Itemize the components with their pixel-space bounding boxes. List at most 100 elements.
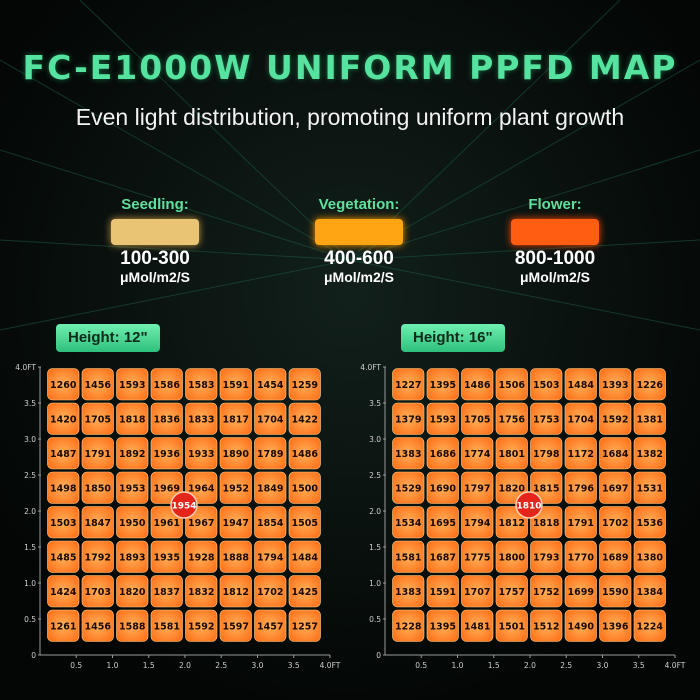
heatmap-cell xyxy=(150,609,183,642)
heatmap-cell xyxy=(530,609,563,642)
y-tick-label: 2.5 xyxy=(24,471,36,480)
heatmap-cell xyxy=(530,575,563,608)
heatmap-cell xyxy=(288,437,321,470)
heatmap-cell xyxy=(564,506,597,539)
heatmap-cell xyxy=(116,437,149,470)
heatmap-cell xyxy=(47,575,80,608)
heatmap-cell xyxy=(219,402,252,435)
cell-value: 1454 xyxy=(257,380,284,391)
cell-value: 1797 xyxy=(464,483,490,494)
heatmap-cell xyxy=(219,609,252,642)
heatmap-cell xyxy=(461,540,494,573)
cell-value: 1798 xyxy=(533,449,560,460)
heatmap-cell xyxy=(185,540,218,573)
y-tick-label: 0 xyxy=(31,651,36,660)
heatmap-cell xyxy=(254,609,287,642)
cell-value: 1774 xyxy=(464,449,491,460)
heatmap-cell xyxy=(495,368,528,401)
heatmap-cell xyxy=(288,368,321,401)
legend-range: 800-1000 xyxy=(514,248,596,269)
heatmap-cell xyxy=(530,402,563,435)
heatmap-cell xyxy=(47,471,80,504)
cell-value: 1395 xyxy=(430,621,456,632)
heatmap-cell xyxy=(599,506,632,539)
heatmap-cell xyxy=(633,540,666,573)
cell-value: 1424 xyxy=(50,587,77,598)
cell-value: 1684 xyxy=(602,449,629,460)
heatmap-cell xyxy=(461,575,494,608)
x-tick-label: 2.5 xyxy=(215,661,227,670)
cell-value: 1800 xyxy=(499,552,526,563)
y-tick-label: 3.5 xyxy=(24,399,36,408)
heatmap-cell xyxy=(81,368,114,401)
cell-value: 1593 xyxy=(119,380,145,391)
heatmap-cell xyxy=(495,575,528,608)
ppfd-map-12in: 4.0FT 3.5 3.0 2.5 2.0 1.5 1.0 0.5 0 0.5 1.0 1.5 2.0 2… xyxy=(15,363,341,670)
cell-value: 1261 xyxy=(50,621,76,632)
cell-value: 1689 xyxy=(602,552,628,563)
cell-value: 1817 xyxy=(223,414,249,425)
cell-value: 1383 xyxy=(395,587,421,598)
legend-unit: μMol/m2/S xyxy=(119,269,191,285)
cell-value: 1486 xyxy=(292,449,319,460)
cell-value: 1490 xyxy=(568,621,595,632)
cell-value: 1892 xyxy=(119,449,145,460)
heatmap-cell xyxy=(116,368,149,401)
center-ppfd-value: 1954 xyxy=(171,502,196,512)
x-tick-label: 2.5 xyxy=(560,661,572,670)
cell-value: 1935 xyxy=(154,552,180,563)
x-tick-label: 1.0 xyxy=(107,661,119,670)
y-tick-label: 4.0FT xyxy=(360,363,381,372)
x-tick-label: 0.5 xyxy=(415,661,427,670)
cell-value: 1503 xyxy=(50,518,76,529)
y-tick-label: 0.5 xyxy=(369,615,381,624)
cell-value: 1172 xyxy=(568,449,594,460)
heatmap-cell xyxy=(633,506,666,539)
cell-value: 1457 xyxy=(257,621,283,632)
heatmap-cell xyxy=(81,609,114,642)
legend-unit: μMol/m2/S xyxy=(519,269,591,285)
heatmap-cell xyxy=(599,575,632,608)
heatmap-cell xyxy=(116,471,149,504)
cell-value: 1505 xyxy=(292,518,318,529)
cell-value: 1503 xyxy=(533,380,559,391)
heatmap-cell xyxy=(599,540,632,573)
cell-value: 1686 xyxy=(430,449,457,460)
heatmap-cell xyxy=(81,540,114,573)
x-tick-label: 4.0FT xyxy=(665,661,686,670)
heatmap-cell xyxy=(461,437,494,470)
center-ppfd-marker xyxy=(170,491,198,519)
heatmap-cell xyxy=(288,402,321,435)
cell-value: 1967 xyxy=(188,518,214,529)
cell-value: 1583 xyxy=(188,380,214,391)
cell-value: 1812 xyxy=(499,518,525,529)
cell-value: 1705 xyxy=(85,414,111,425)
x-tick-label: 4.0FT xyxy=(320,661,341,670)
heatmap-cell xyxy=(116,575,149,608)
heatmap-cell xyxy=(150,575,183,608)
cell-value: 1953 xyxy=(119,483,145,494)
cell-value: 1702 xyxy=(257,587,283,598)
center-ppfd-marker xyxy=(515,491,543,519)
cell-value: 1832 xyxy=(188,587,214,598)
heatmap-cell xyxy=(288,609,321,642)
cell-value: 1702 xyxy=(602,518,628,529)
heatmap-cell xyxy=(150,540,183,573)
heatmap-cell xyxy=(150,368,183,401)
cell-value: 1791 xyxy=(85,449,111,460)
cell-value: 1588 xyxy=(119,621,146,632)
heatmap-cell xyxy=(81,402,114,435)
legend-swatch-seedling xyxy=(111,219,199,245)
heatmap-cell xyxy=(426,609,459,642)
cell-value: 1794 xyxy=(464,518,491,529)
cell-value: 1581 xyxy=(154,621,180,632)
cell-value: 1699 xyxy=(568,587,594,598)
cell-value: 1752 xyxy=(533,587,559,598)
cell-value: 1928 xyxy=(188,552,215,563)
heatmap-cell xyxy=(116,540,149,573)
legend-seedling: Seedling: 100-300 μMol/m2/S xyxy=(85,195,225,285)
heatmap-cell xyxy=(47,368,80,401)
heatmap-cell xyxy=(81,471,114,504)
cell-value: 1536 xyxy=(637,518,664,529)
cell-value: 1592 xyxy=(602,414,628,425)
